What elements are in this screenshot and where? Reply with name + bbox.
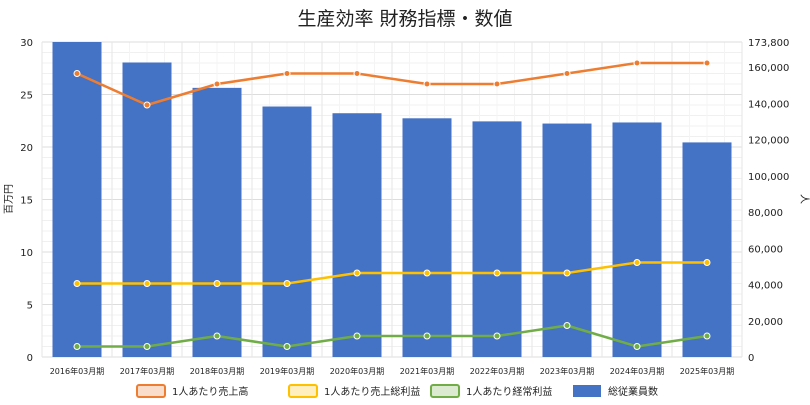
bar [472,121,522,358]
data-point [213,80,221,88]
data-point [73,280,81,287]
legend-swatch [288,384,318,398]
data-point [423,332,431,340]
bar [262,106,312,358]
x-tick-label: 2018年03月期 [190,366,245,376]
data-point [633,343,641,350]
y-tick-right-label: 100,000 [748,172,789,183]
data-point [493,332,501,340]
data-point [73,70,81,77]
x-tick-label: 2021年03月期 [400,366,455,376]
y-axis-left-label: 百万円 [3,184,15,214]
legend-label: 総従業員数 [608,385,658,398]
bar-series [52,42,732,358]
series-line [77,261,707,285]
data-point [143,280,151,287]
x-tick-label: 2017年03月期 [120,366,175,376]
data-point [563,322,571,329]
bar [122,62,172,357]
y-tick-left-label: 30 [20,38,33,49]
y-tick-right-label: 140,000 [748,99,789,110]
data-point [143,343,151,350]
data-point [633,259,641,266]
y-tick-right-label: 40,000 [748,281,783,292]
legend-label: 1人あたり売上総利益 [324,385,420,398]
y-tick-left-label: 0 [27,353,33,364]
bar [52,42,102,357]
data-point [353,332,361,340]
legend: 1人あたり売上高 1人あたり売上総利益 1人あたり経常利益 総従業員数 [136,384,658,398]
data-point [703,332,711,340]
legend-swatch [136,384,166,398]
x-tick-label: 2016年03月期 [50,366,105,376]
data-point [353,269,361,277]
y-tick-right-label: 120,000 [748,136,789,147]
data-point [213,280,221,287]
y-tick-right-label: 0 [748,353,754,364]
x-tick-label: 2020年03月期 [330,366,385,376]
data-point [283,343,291,350]
data-point [283,70,291,77]
data-point [143,101,151,109]
y-tick-right-label: 173,800 [748,38,789,49]
data-point [73,343,81,350]
data-point [703,259,711,266]
y-tick-left-label: 20 [20,143,33,154]
legend-swatch [573,385,601,397]
legend-label: 1人あたり経常利益 [466,385,552,398]
bar [192,87,242,357]
y-tick-right-label: 80,000 [748,208,783,219]
y-tick-right-label: 160,000 [748,63,789,74]
chart-title: 生産効率 財務指標・数値 [297,8,512,30]
bar [332,113,382,357]
data-point [703,59,711,67]
axes: 0 5 10 15 20 25 30 0 20,000 40,000 60,000 80,000 100… [20,38,789,376]
data-point [493,269,501,277]
data-point [423,80,431,88]
y-tick-right-label: 20,000 [748,317,783,328]
x-tick-label: 2024年03月期 [610,366,665,376]
data-point [563,70,571,77]
data-point [213,332,221,340]
y-tick-left-label: 25 [20,91,33,102]
legend-label: 1人あたり売上高 [172,385,248,398]
line-series [73,59,711,350]
x-tick-label: 2022年03月期 [470,366,525,376]
series-line [76,61,707,107]
legend-swatch [430,384,460,398]
data-point [493,80,501,88]
data-point [563,269,571,277]
data-point [353,70,361,77]
data-point [633,59,641,67]
x-tick-label: 2019年03月期 [260,366,315,376]
bar [402,118,452,357]
data-point [423,269,431,277]
x-tick-label: 2023年03月期 [540,366,595,376]
y-tick-left-label: 15 [20,196,33,207]
bar [612,122,662,358]
bar [682,142,732,357]
data-point [283,280,291,287]
y-axis-right-label: 人 [798,194,810,204]
y-tick-right-label: 60,000 [748,244,783,255]
x-tick-label: 2025年03月期 [680,366,735,376]
bar [542,123,592,357]
y-tick-left-label: 5 [27,301,33,312]
y-tick-left-label: 10 [20,248,33,259]
series-line [77,324,708,348]
